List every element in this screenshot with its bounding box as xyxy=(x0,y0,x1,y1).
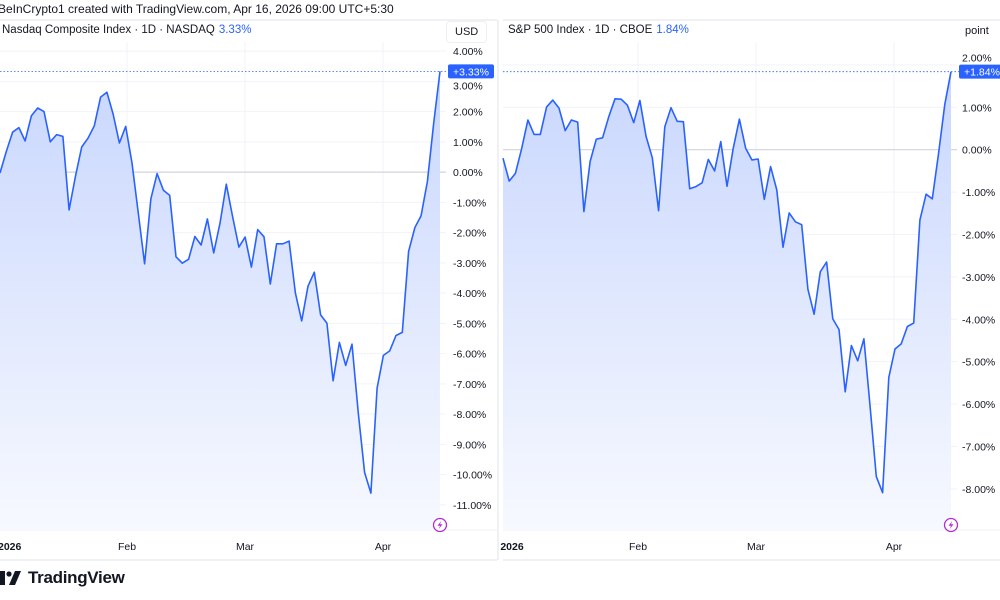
spx-x-tick-label: Apr xyxy=(886,541,903,553)
nasdaq-last-value-badge-text: +3.33% xyxy=(453,66,489,78)
spx-y-tick-label: -1.00% xyxy=(962,187,995,199)
nasdaq-y-tick-label: 3.00% xyxy=(453,80,483,92)
nasdaq-y-tick-label: -9.00% xyxy=(453,439,486,451)
nasdaq-y-tick-label: -10.00% xyxy=(453,470,492,482)
tradingview-logo-icon xyxy=(0,571,21,585)
spx-x-tick-label: Feb xyxy=(629,541,647,553)
chart-credit: BeInCrypto1 created with TradingView.com… xyxy=(0,2,394,16)
nasdaq-y-tick-label: -8.00% xyxy=(453,409,486,421)
spx-lightning-event-icon[interactable] xyxy=(943,517,959,533)
spx-y-tick-label: -7.00% xyxy=(962,441,995,453)
nasdaq-last-value-badge xyxy=(448,64,494,79)
spx-y-tick-label: -5.00% xyxy=(962,357,995,369)
spx-y-tick-label: -2.00% xyxy=(962,229,995,241)
nasdaq-x-tick-label: 2026 xyxy=(0,541,22,553)
nasdaq-currency-button[interactable]: USD xyxy=(446,21,488,43)
spx-legend: S&P 500 Index · 1D · CBOE 1.84% xyxy=(508,24,689,36)
nasdaq-y-tick-label: -3.00% xyxy=(453,258,486,270)
nasdaq-x-tick-label: Apr xyxy=(375,541,392,553)
nasdaq-lightning-event-icon[interactable] xyxy=(432,517,448,533)
nasdaq-y-tick-label: -11.00% xyxy=(453,500,491,512)
spx-last-value-badge xyxy=(959,64,1000,79)
nasdaq-y-tick-label: 4.00% xyxy=(453,46,483,58)
spx-x-tick-label: Mar xyxy=(747,541,766,553)
nasdaq-y-tick-label: -6.00% xyxy=(453,349,486,361)
nasdaq-y-tick-label: 1.00% xyxy=(453,137,483,149)
spx-y-tick-label: -3.00% xyxy=(962,272,995,284)
spx-last-value-badge-text: +1.84% xyxy=(964,67,1000,79)
brand-name: TradingView xyxy=(28,568,125,587)
spx-y-tick-label: 1.00% xyxy=(962,102,992,114)
nasdaq-title: Nasdaq Composite Index · 1D · NASDAQ xyxy=(2,24,215,36)
spx-y-tick-label: -8.00% xyxy=(962,484,995,496)
nasdaq-y-tick-label: -1.00% xyxy=(453,197,486,209)
nasdaq-y-tick-label: -7.00% xyxy=(453,379,486,391)
spx-y-tick-label: 2.00% xyxy=(962,53,992,65)
nasdaq-area-fill xyxy=(0,71,440,531)
spx-area-fill xyxy=(503,71,951,530)
nasdaq-y-tick-label: 0.00% xyxy=(453,167,483,179)
spx-unit-button[interactable]: point xyxy=(957,21,997,41)
nasdaq-series-line xyxy=(0,71,441,494)
spx-x-tick-label: 2026 xyxy=(500,541,524,553)
lightning-icon-bolt xyxy=(948,521,954,529)
nasdaq-chart: 4.00% 3.00% 2.00% 1.00% 0.00% -1.00% -2.00% -3.… xyxy=(0,19,497,561)
spx-chart: 2.00% 1.00% 0.00% -1.00% -2.00% -3.00% -4.00% -… xyxy=(500,19,1000,561)
spx-y-tick-label: -6.00% xyxy=(962,399,995,411)
nasdaq-y-tick-label: -4.00% xyxy=(453,288,486,300)
nasdaq-y-tick-label: -2.00% xyxy=(453,228,486,240)
nasdaq-change: 3.33% xyxy=(218,24,252,36)
spx-title: S&P 500 Index · 1D · CBOE xyxy=(508,24,653,36)
nasdaq-y-tick-label: -5.00% xyxy=(453,318,486,330)
nasdaq-x-tick-label: Feb xyxy=(118,541,136,553)
nasdaq-y-tick-label: 2.00% xyxy=(453,107,483,119)
nasdaq-x-tick-label: Mar xyxy=(236,541,255,553)
lightning-icon-bolt xyxy=(437,521,443,529)
tradingview-logo[interactable]: TradingView xyxy=(0,568,125,588)
spx-change: 1.84% xyxy=(656,24,689,36)
spx-y-tick-label: 0.00% xyxy=(962,145,992,157)
spx-y-tick-label: -4.00% xyxy=(962,314,995,326)
spx-series-line xyxy=(502,71,952,494)
nasdaq-legend: Nasdaq Composite Index · 1D · NASDAQ 3.33… xyxy=(2,24,251,36)
